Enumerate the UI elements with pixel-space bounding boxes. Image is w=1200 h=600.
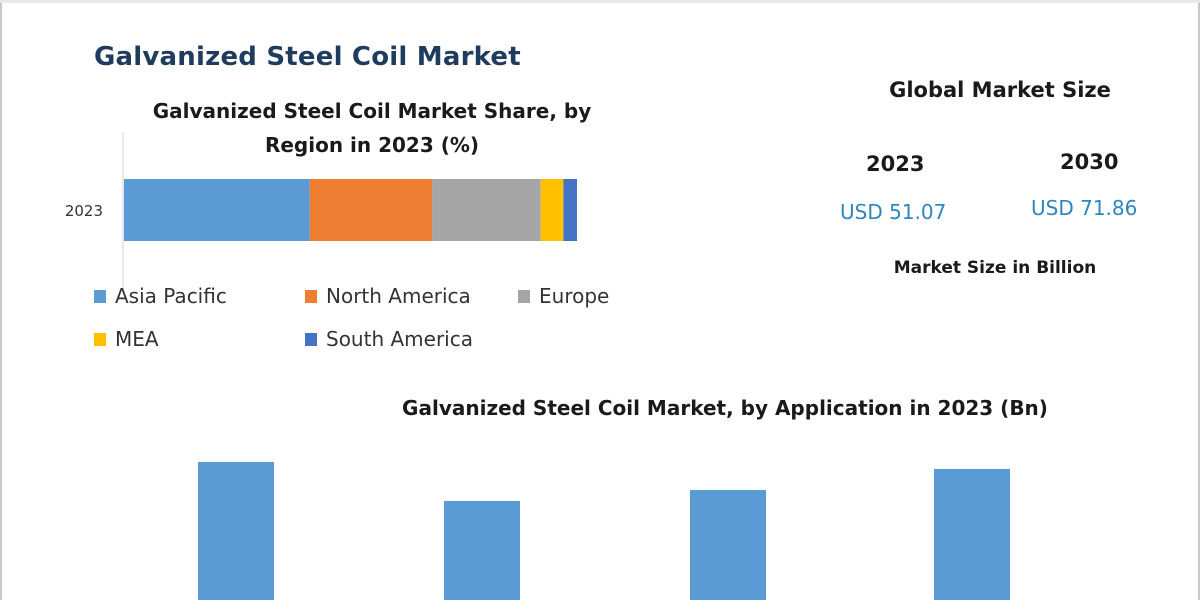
application-bar-4: [934, 468, 1010, 600]
summary-unit-label: Market Size in Billion: [893, 258, 1097, 278]
legend-swatch-europe: [518, 290, 530, 303]
bar-segment-mea: [540, 179, 564, 241]
bar-segment-south-america: [563, 179, 577, 241]
legend-label-south-america: South America: [326, 327, 473, 351]
summary-value-end: USD 71.86: [1031, 196, 1138, 220]
legend-label-mea: MEA: [115, 327, 159, 351]
bar-segment-north-america: [309, 179, 433, 241]
legend-label-north-america: North America: [326, 284, 471, 308]
application-bar-2: [444, 500, 520, 600]
summary-year-end: 2030: [1060, 150, 1119, 174]
application-bar-3: [690, 490, 766, 600]
legend-swatch-north-america: [305, 290, 317, 303]
legend-swatch-south-america: [305, 333, 317, 346]
legend-swatch-asia-pacific: [94, 290, 106, 303]
region-chart-title: Galvanized Steel Coil Market Share, by R…: [152, 99, 592, 157]
bar-segment-asia-pacific: [124, 179, 310, 241]
page-title: Galvanized Steel Coil Market: [94, 42, 521, 72]
legend-swatch-mea: [94, 333, 106, 346]
region-share-chart: 2023 Asia Pacific North America Europe MEA S…: [65, 132, 609, 351]
summary-year-start: 2023: [866, 152, 925, 176]
top-divider: [0, 0, 1200, 3]
summary-title: Global Market Size: [889, 78, 1111, 102]
summary-value-start: USD 51.07: [840, 200, 947, 224]
application-chart-title: Galvanized Steel Coil Market, by Applica…: [402, 396, 1048, 420]
application-bar-1: [198, 461, 274, 600]
legend-label-asia-pacific: Asia Pacific: [115, 284, 227, 308]
bar-segment-europe: [432, 179, 541, 241]
legend-label-europe: Europe: [539, 284, 609, 308]
category-label: 2023: [65, 202, 103, 220]
